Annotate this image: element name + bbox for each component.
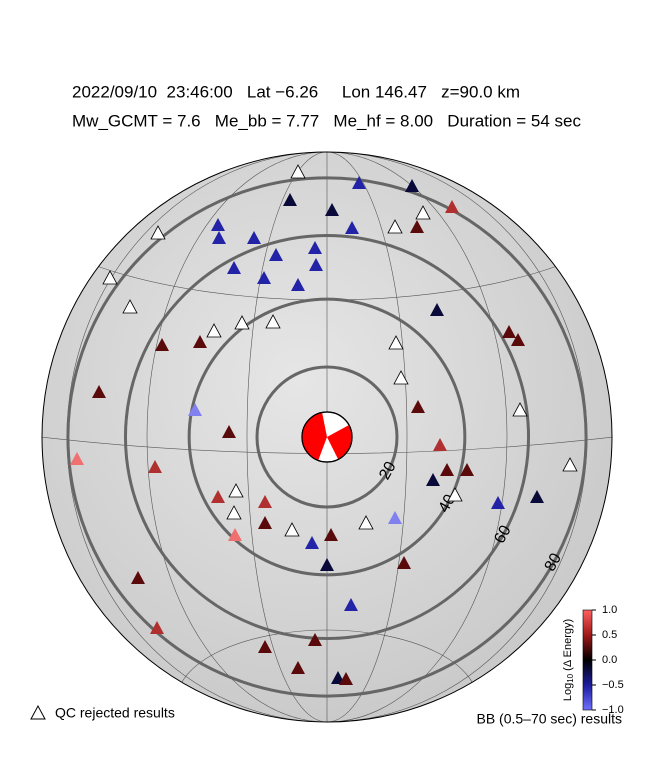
station [460,463,474,476]
station [284,522,300,537]
station [211,490,225,503]
station [387,219,403,234]
station [358,515,374,530]
colorbar-tick-label: −1.0 [602,704,624,716]
station [324,528,338,541]
globe-outline [41,151,613,723]
station [258,495,272,508]
ring-label: 60 [491,523,515,547]
colorbar-label: Log10 (Δ Energy) [562,619,575,701]
station [227,261,241,274]
station [405,179,419,192]
station [228,528,242,541]
distance-ring [255,365,399,509]
station [291,278,305,291]
station [222,425,236,438]
stations [70,164,578,685]
station [247,231,261,244]
station [92,385,106,398]
station [131,571,145,584]
station [148,460,162,473]
legend-symbol [30,704,46,720]
station [309,258,323,271]
header-line: 2022/09/10 23:46:00 Lat −6.26 Lon 146.47… [72,82,520,101]
station [291,661,305,674]
colorbar-tick-label: −0.5 [602,679,624,691]
station [211,218,225,231]
focal-mechanism [301,411,353,463]
station [193,335,207,348]
label-part: Log [562,683,574,701]
station [188,403,202,416]
distance-ring [187,297,467,577]
station [388,335,404,350]
station [502,325,516,338]
station [283,193,297,206]
station [226,505,242,520]
label-part: (Δ Energy) [562,619,574,674]
station [320,558,334,571]
station [308,241,322,254]
station [258,640,272,653]
station [308,633,322,646]
station [150,225,166,240]
station [512,402,528,417]
station [258,516,272,529]
station [415,205,431,220]
station [265,314,281,329]
station [212,231,226,244]
legend-text: BB (0.5–70 sec) results [476,711,622,727]
station [290,164,306,179]
station [411,400,425,413]
ring-label: 20 [376,459,400,483]
distance-ring [123,233,531,641]
station [257,271,271,284]
station [426,473,440,486]
colorbar-tick-label: 1.0 [602,604,617,616]
label-part: 10 [566,673,575,682]
station [102,270,118,285]
station [397,556,411,569]
distance-ring [66,176,588,698]
station [445,200,459,213]
header-line: Mw_GCMT = 7.6 Me_bb = 7.77 Me_hf = 8.00 … [72,111,582,130]
station [491,496,505,509]
station [433,438,447,451]
station [228,483,244,498]
station [122,299,138,314]
station [269,248,283,261]
station [393,370,409,385]
station [410,220,424,233]
station [562,457,578,472]
station [206,323,222,338]
station [511,333,525,346]
station [305,536,319,549]
station [447,487,463,502]
colorbar-tick-label: 0.5 [602,629,617,641]
station [339,672,353,685]
colorbar-tick-label: 0.0 [602,654,617,666]
station [70,452,84,465]
legend-text: QC rejected results [55,705,175,721]
colorbar [582,609,593,711]
station [440,463,454,476]
station [388,511,402,524]
station [155,338,169,351]
station [430,303,444,316]
station [344,598,358,611]
station [150,621,164,634]
station [345,221,359,234]
ring-label: 80 [542,550,566,574]
station [325,203,339,216]
station [352,176,366,189]
station [530,490,544,503]
station [234,315,250,330]
